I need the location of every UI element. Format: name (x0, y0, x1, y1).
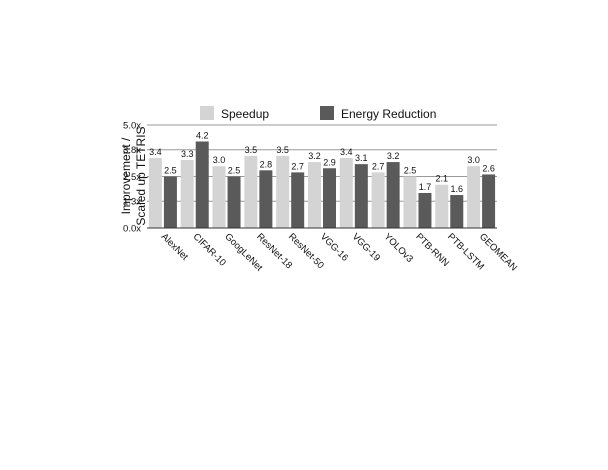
bar-speedup (148, 157, 162, 228)
bar-energy-reduction (163, 176, 177, 228)
data-label: 1.6 (451, 184, 464, 194)
bar-energy-reduction (354, 164, 368, 228)
bar-speedup (467, 166, 481, 228)
legend-swatch (320, 106, 334, 120)
data-label: 3.5 (276, 145, 289, 155)
data-label: 3.2 (387, 151, 400, 161)
legend-swatch (200, 106, 214, 120)
data-label: 3.0 (467, 155, 480, 165)
legend: Speedup Energy Reduction (200, 106, 436, 121)
bar-speedup (371, 172, 385, 228)
x-axis-categories: AlexNet CIFAR-10GoogLeNetResNet-18ResNet-… (159, 231, 519, 273)
x-category-label: YOLOv3 (382, 231, 416, 265)
bar-energy-reduction (291, 172, 305, 228)
data-label: 3.1 (355, 153, 368, 163)
bar-energy-reduction (482, 174, 496, 228)
bar-speedup (276, 155, 290, 228)
data-label: 2.8 (260, 159, 273, 169)
data-label: 3.3 (181, 149, 194, 159)
data-label: 2.9 (323, 157, 336, 167)
data-label: 2.5 (164, 166, 177, 176)
data-label: 3.0 (213, 155, 226, 165)
data-label: 1.7 (419, 182, 432, 192)
y-tick-label: 3.8x (123, 145, 141, 156)
legend-label: Energy Reduction (341, 107, 436, 121)
bar-speedup (435, 184, 449, 228)
data-labels: 3.42.53.34.23.02.53.52.83.52.73.22.93.43… (149, 130, 495, 194)
y-axis-ticks: 0.0x 1.3x 2.5x 3.8x 5.0x (123, 121, 141, 235)
y-tick-label: 2.5x (123, 172, 141, 183)
data-label: 2.1 (436, 174, 449, 184)
data-label: 2.7 (372, 161, 385, 171)
data-label: 3.2 (308, 151, 321, 161)
x-category-label: PTB-RNN (413, 231, 451, 269)
bar-speedup (339, 157, 353, 228)
bar-speedup (212, 166, 226, 228)
y-axis-label-line: Improvement / (119, 137, 133, 214)
bar-energy-reduction (259, 170, 273, 228)
x-category-label: AlexNet (159, 231, 191, 263)
bar-energy-reduction (195, 141, 209, 228)
bar-energy-reduction (418, 192, 432, 228)
bar-energy-reduction (323, 168, 336, 228)
x-category-label: VGG-19 (350, 231, 382, 263)
bar-energy-reduction (450, 195, 464, 228)
bars (148, 141, 496, 228)
legend-label: Speedup (221, 107, 269, 121)
bar-speedup (180, 160, 194, 228)
bar-speedup (244, 155, 258, 228)
y-tick-label: 1.3x (123, 197, 141, 208)
y-tick-label: 5.0x (123, 121, 141, 132)
data-label: 3.4 (340, 147, 353, 157)
data-label: 3.5 (245, 145, 258, 155)
bar-speedup (308, 162, 321, 228)
y-axis-label: Improvement / Scaled up TETRIS (119, 126, 148, 225)
x-category-label: CIFAR-10 (191, 231, 228, 268)
data-label: 4.2 (196, 130, 209, 140)
data-label: 2.5 (228, 166, 241, 176)
y-tick-label: 0.0x (123, 224, 141, 235)
bar-energy-reduction (227, 176, 241, 228)
data-label: 2.7 (291, 161, 304, 171)
bar-speedup (403, 176, 417, 228)
data-label: 3.4 (149, 147, 162, 157)
data-label: 2.5 (404, 166, 417, 176)
bar-energy-reduction (386, 162, 400, 228)
data-label: 2.6 (482, 163, 495, 173)
y-axis-label-line: Scaled up TETRIS (134, 126, 148, 225)
